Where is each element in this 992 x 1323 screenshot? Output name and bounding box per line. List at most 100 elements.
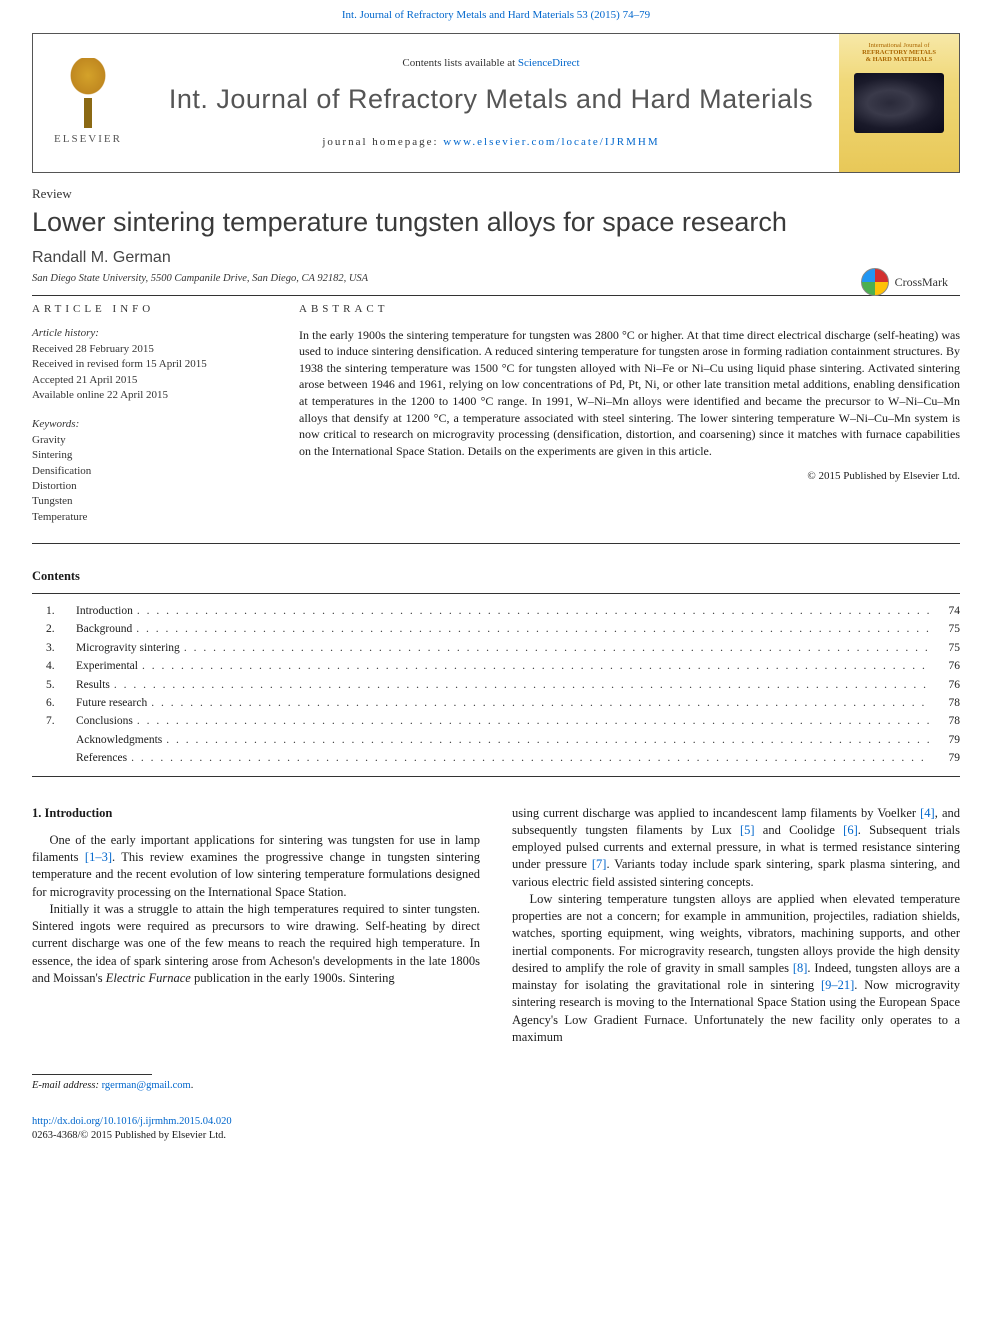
toc-number [32,749,76,767]
keyword: Densification [32,464,267,479]
contents-heading: Contents [32,568,960,585]
toc-leader-dots [127,749,930,767]
toc-number: 7. [32,712,76,730]
toc-page-number: 74 [930,602,960,620]
keywords-block: Keywords: Gravity Sintering Densificatio… [32,417,267,525]
doi-link[interactable]: http://dx.doi.org/10.1016/j.ijrmhm.2015.… [32,1116,232,1127]
toc-page-number: 76 [930,657,960,675]
crossmark-widget[interactable]: CrossMark [861,268,948,296]
toc-entry-title: References [76,749,127,767]
toc-row[interactable]: 7.Conclusions 78 [32,712,960,730]
ref-link[interactable]: [6] [843,823,858,837]
email-link[interactable]: rgerman@gmail.com [102,1080,191,1091]
toc-row[interactable]: References 79 [32,749,960,767]
text-run: publication in the early 1900s. Sinterin… [191,971,395,985]
journal-homepage-line: journal homepage: www.elsevier.com/locat… [322,135,659,150]
journal-cover-thumb: International Journal of REFRACTORY META… [839,34,959,172]
italic-title: Electric Furnace [106,971,191,985]
crossmark-label: CrossMark [895,274,948,290]
ref-link[interactable]: [9–21] [821,978,854,992]
history-accepted: Accepted 21 April 2015 [32,373,267,388]
running-header-link[interactable]: Int. Journal of Refractory Metals and Ha… [342,9,650,21]
banner-center: Contents lists available at ScienceDirec… [143,34,839,172]
divider-below-abstract [32,543,960,544]
cover-supertitle: International Journal of [868,42,929,49]
cover-image [854,73,944,133]
journal-banner: ELSEVIER Contents lists available at Sci… [32,33,960,173]
intro-para-2-cont: using current discharge was applied to i… [512,805,960,891]
body-two-column: 1. Introduction One of the early importa… [32,805,960,1047]
toc-row[interactable]: 4.Experimental 76 [32,657,960,675]
toc-page-number: 75 [930,620,960,638]
toc-number: 1. [32,602,76,620]
email-suffix: . [191,1080,194,1091]
intro-para-1: One of the early important applications … [32,832,480,901]
toc-row[interactable]: 3.Microgravity sintering75 [32,639,960,657]
keyword: Tungsten [32,494,267,509]
toc-number [32,731,76,749]
author-name: Randall M. German [32,247,960,269]
info-abstract-row: article info Article history: Received 2… [32,302,960,540]
toc-row[interactable]: Acknowledgments 79 [32,731,960,749]
abstract-col: abstract In the early 1900s the sinterin… [299,302,960,540]
publisher-name: ELSEVIER [54,132,122,147]
ref-link[interactable]: [4] [920,806,935,820]
body-col-right: using current discharge was applied to i… [512,805,960,1047]
abstract-copyright: © 2015 Published by Elsevier Ltd. [299,469,960,484]
intro-para-3: Low sintering temperature tungsten alloy… [512,891,960,1046]
toc-leader-dots [180,639,930,657]
doi-block: http://dx.doi.org/10.1016/j.ijrmhm.2015.… [32,1115,960,1143]
toc-page-number: 76 [930,676,960,694]
history-label: Article history: [32,326,267,341]
abstract-heading: abstract [299,302,960,317]
toc-number: 6. [32,694,76,712]
text-run: and Coolidge [755,823,844,837]
toc-row[interactable]: 1.Introduction74 [32,602,960,620]
intro-para-2: Initially it was a struggle to attain th… [32,901,480,987]
toc-entry-title: Future research [76,694,147,712]
publisher-logo-box: ELSEVIER [33,34,143,172]
toc-entry-title: Results [76,676,110,694]
toc-row[interactable]: 5.Results 76 [32,676,960,694]
article-history-block: Article history: Received 28 February 20… [32,326,267,403]
homepage-link[interactable]: www.elsevier.com/locate/IJRMHM [443,136,659,148]
section-heading-intro: 1. Introduction [32,805,480,822]
toc-row[interactable]: 2.Background75 [32,620,960,638]
cover-title-line2: REFRACTORY METALS [862,49,936,56]
toc-entry-title: Conclusions [76,712,133,730]
toc-number: 2. [32,620,76,638]
toc-leader-dots [133,712,930,730]
ref-link[interactable]: [1–3] [85,850,112,864]
toc-entry-title: Experimental [76,657,138,675]
toc-leader-dots [132,620,930,638]
contents-prefix: Contents lists available at [402,57,517,69]
toc-page-number: 79 [930,731,960,749]
toc-leader-dots [147,694,930,712]
issn-copyright: 0263-4368/© 2015 Published by Elsevier L… [32,1130,226,1141]
article-header: Review Lower sintering temperature tungs… [32,185,960,287]
toc-leader-dots [138,657,930,675]
toc-number: 5. [32,676,76,694]
sciencedirect-link[interactable]: ScienceDirect [518,57,580,69]
toc-leader-dots [110,676,930,694]
article-info-heading: article info [32,302,267,317]
keyword: Distortion [32,479,267,494]
ref-link[interactable]: [5] [740,823,755,837]
toc-row[interactable]: 6.Future research78 [32,694,960,712]
contents-section: Contents 1.Introduction742.Background753… [32,568,960,776]
divider-top [32,295,960,296]
toc-list: 1.Introduction742.Background753.Microgra… [32,593,960,777]
ref-link[interactable]: [8] [793,961,808,975]
toc-page-number: 79 [930,749,960,767]
toc-number: 4. [32,657,76,675]
homepage-prefix: journal homepage: [322,136,443,148]
toc-page-number: 78 [930,712,960,730]
toc-entry-title: Microgravity sintering [76,639,180,657]
ref-link[interactable]: [7] [592,857,607,871]
toc-entry-title: Acknowledgments [76,731,162,749]
article-title: Lower sintering temperature tungsten all… [32,204,960,240]
toc-page-number: 75 [930,639,960,657]
keyword: Temperature [32,510,267,525]
footnote-rule [32,1074,152,1075]
article-info-col: article info Article history: Received 2… [32,302,267,540]
